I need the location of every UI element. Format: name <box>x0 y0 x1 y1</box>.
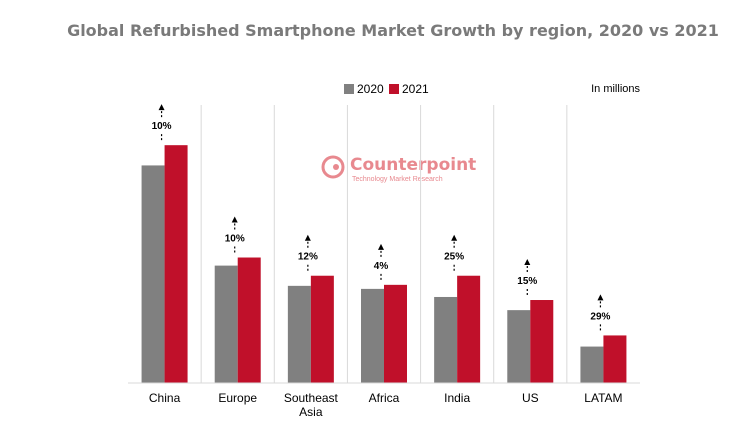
watermark-name: Counterpoint <box>350 155 476 175</box>
growth-label: 25% <box>444 252 464 263</box>
watermark-subtitle: Technology Market Research <box>352 176 443 183</box>
legend-swatch-2020 <box>344 84 354 94</box>
growth-label: 4% <box>374 261 389 272</box>
x-tick-label: LATAM <box>584 391 622 405</box>
growth-arrow-icon <box>451 234 458 241</box>
growth-label: 12% <box>298 252 318 263</box>
growth-label: 29% <box>590 311 610 322</box>
legend-swatch-2021 <box>389 84 399 94</box>
x-tick-label: Southeast Asia <box>284 391 339 419</box>
bar-2020-india <box>434 296 458 383</box>
watermark-logo-icon <box>321 155 345 179</box>
growth-annotations: 10% 10% 12% 4% 25% 15% 29% <box>152 104 611 331</box>
bar-2020-africa <box>361 288 384 383</box>
growth-arrow-icon <box>158 104 165 111</box>
bar-2020-southeast-asia <box>287 285 311 383</box>
legend-label-2021: 2021 <box>402 82 429 96</box>
bar-2021-india <box>457 275 481 383</box>
bar-2021-us <box>530 300 554 383</box>
bars <box>141 145 627 383</box>
growth-label: 15% <box>517 276 537 287</box>
bar-2021-africa <box>384 284 407 383</box>
growth-label: 10% <box>152 121 172 132</box>
growth-arrow-icon <box>524 259 531 266</box>
bar-2021-europe <box>237 257 261 383</box>
growth-arrow-icon <box>597 294 604 301</box>
x-tick-label: China <box>149 391 181 405</box>
bar-2021-china <box>164 145 188 383</box>
chart-title: Global Refurbished Smartphone Market Gro… <box>67 21 719 40</box>
bar-2021-latam <box>603 335 627 383</box>
legend: 2020 2021 <box>344 82 429 96</box>
growth-label: 10% <box>225 234 245 245</box>
growth-arrow-icon <box>231 216 238 223</box>
x-tick-label: Europe <box>218 391 257 405</box>
bar-2020-us <box>507 310 531 383</box>
bar-2020-latam <box>580 346 604 383</box>
x-tick-label: US <box>522 391 539 405</box>
legend-label-2020: 2020 <box>357 82 384 96</box>
growth-arrow-icon <box>304 234 311 241</box>
x-tick-label: Africa <box>369 391 400 405</box>
growth-arrow-icon <box>378 243 384 250</box>
category-separators <box>200 105 568 383</box>
units-note: In millions <box>591 83 640 95</box>
bar-2020-china <box>141 165 165 383</box>
counterpoint-watermark: Counterpoint Technology Market Research <box>321 155 476 183</box>
x-axis-labels: China Europe Southeast Asia Africa India US LAT… <box>149 391 623 419</box>
x-tick-label: India <box>444 391 470 405</box>
bar-2021-southeast-asia <box>310 275 334 383</box>
bar-2020-europe <box>214 265 238 383</box>
